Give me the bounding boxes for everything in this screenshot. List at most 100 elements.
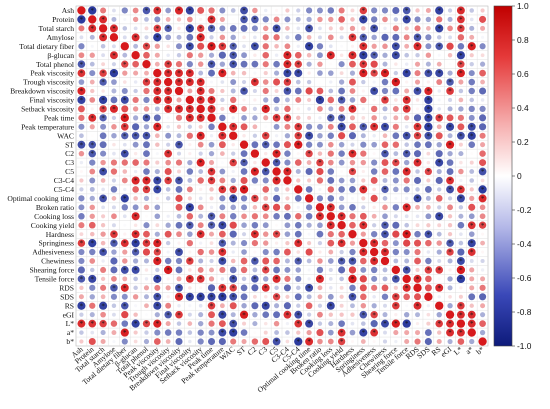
heatmap-cell [359, 123, 368, 131]
heatmap-cell [188, 286, 192, 290]
heatmap-cell [250, 149, 260, 158]
significance-mark: * [362, 70, 366, 78]
heatmap-cell [294, 257, 302, 265]
heatmap-cell [197, 141, 204, 148]
heatmap-cell [469, 267, 475, 273]
heatmap-cell [317, 285, 323, 291]
heatmap-cell [100, 231, 106, 237]
significance-mark: * [242, 311, 246, 319]
heatmap-cell [479, 293, 487, 301]
heatmap-cell [426, 160, 431, 165]
heatmap-cell [176, 34, 182, 40]
heatmap-cell [166, 205, 170, 209]
heatmap-cell [306, 16, 312, 23]
y-tick-label: C5 [65, 167, 74, 176]
heatmap-cell [218, 185, 227, 194]
significance-mark: * [383, 320, 387, 328]
heatmap-cell [381, 141, 389, 148]
heatmap-cell [456, 319, 466, 328]
heatmap-cell [392, 301, 400, 310]
heatmap-cell [112, 142, 116, 147]
heatmap-cell [479, 15, 487, 23]
heatmap-cell [296, 303, 301, 308]
heatmap-cell [101, 62, 106, 67]
heatmap-cell [327, 338, 334, 345]
heatmap-cell [372, 187, 376, 192]
heatmap-cell [100, 266, 107, 273]
heatmap-cell [392, 221, 400, 229]
heatmap-cell [78, 213, 85, 220]
significance-mark: * [427, 97, 431, 105]
heatmap-cell [197, 177, 204, 184]
heatmap-cell [437, 295, 441, 299]
heatmap-cell [457, 15, 465, 24]
heatmap-cell [166, 124, 170, 129]
heatmap-cell [88, 113, 97, 122]
heatmap-cell [219, 213, 226, 220]
heatmap-cell [349, 123, 356, 131]
heatmap-cell [240, 168, 248, 175]
significance-mark: * [416, 132, 420, 140]
heatmap-cell [317, 70, 323, 76]
significance-mark: * [275, 338, 279, 346]
heatmap-cell [329, 80, 333, 84]
heatmap-cell [306, 123, 313, 130]
heatmap-cell [337, 239, 346, 248]
heatmap-cell [403, 177, 410, 184]
heatmap-cell [437, 53, 441, 57]
heatmap-cell [79, 232, 84, 237]
heatmap-cell [242, 35, 246, 40]
significance-mark: * [101, 168, 105, 176]
heatmap-cell [262, 61, 269, 68]
heatmap-cell [348, 167, 357, 176]
heatmap-cell [273, 320, 280, 327]
significance-mark: * [297, 240, 301, 248]
significance-mark: * [177, 7, 181, 15]
heatmap-cell [350, 312, 355, 317]
heatmap-cell [78, 79, 85, 85]
heatmap-cell [164, 310, 172, 319]
heatmap-cell [405, 80, 409, 84]
heatmap-cell [382, 43, 388, 49]
heatmap-cell [328, 312, 333, 317]
significance-mark: * [275, 114, 279, 122]
heatmap-cell [457, 221, 465, 229]
heatmap-cell [404, 214, 409, 219]
heatmap-cell [154, 106, 160, 112]
heatmap-cell [207, 337, 216, 346]
heatmap-cell [349, 186, 356, 193]
significance-mark: * [242, 159, 246, 167]
heatmap-cell [446, 168, 454, 175]
heatmap-cell [197, 7, 205, 14]
heatmap-cell [360, 141, 367, 148]
heatmap-cell [479, 329, 486, 336]
significance-mark: * [188, 222, 192, 230]
significance-mark: * [470, 311, 474, 319]
heatmap-cell [339, 71, 344, 76]
heatmap-cell [459, 160, 463, 165]
heatmap-cell [458, 240, 464, 246]
heatmap-cell [230, 70, 236, 76]
heatmap-cell [143, 159, 150, 166]
y-tick-label: Hardness [46, 230, 74, 239]
heatmap-cell [185, 274, 194, 283]
significance-mark: * [177, 70, 181, 78]
heatmap-cell [469, 160, 474, 165]
significance-mark: * [470, 249, 474, 257]
heatmap-cell [338, 141, 345, 148]
heatmap-cell [144, 17, 149, 22]
significance-mark: * [416, 123, 420, 131]
heatmap-cell [413, 301, 422, 310]
significance-mark: * [242, 88, 246, 96]
heatmap-cell [241, 204, 248, 211]
heatmap-cell [240, 6, 248, 15]
heatmap-cell [283, 69, 292, 78]
heatmap-cell [360, 96, 367, 104]
heatmap-cell [295, 275, 302, 282]
heatmap-cell [219, 177, 226, 184]
significance-mark: * [134, 213, 138, 221]
significance-mark: * [372, 70, 376, 78]
heatmap-cell [425, 239, 432, 247]
heatmap-cell [111, 330, 117, 336]
heatmap-cell [262, 51, 270, 59]
